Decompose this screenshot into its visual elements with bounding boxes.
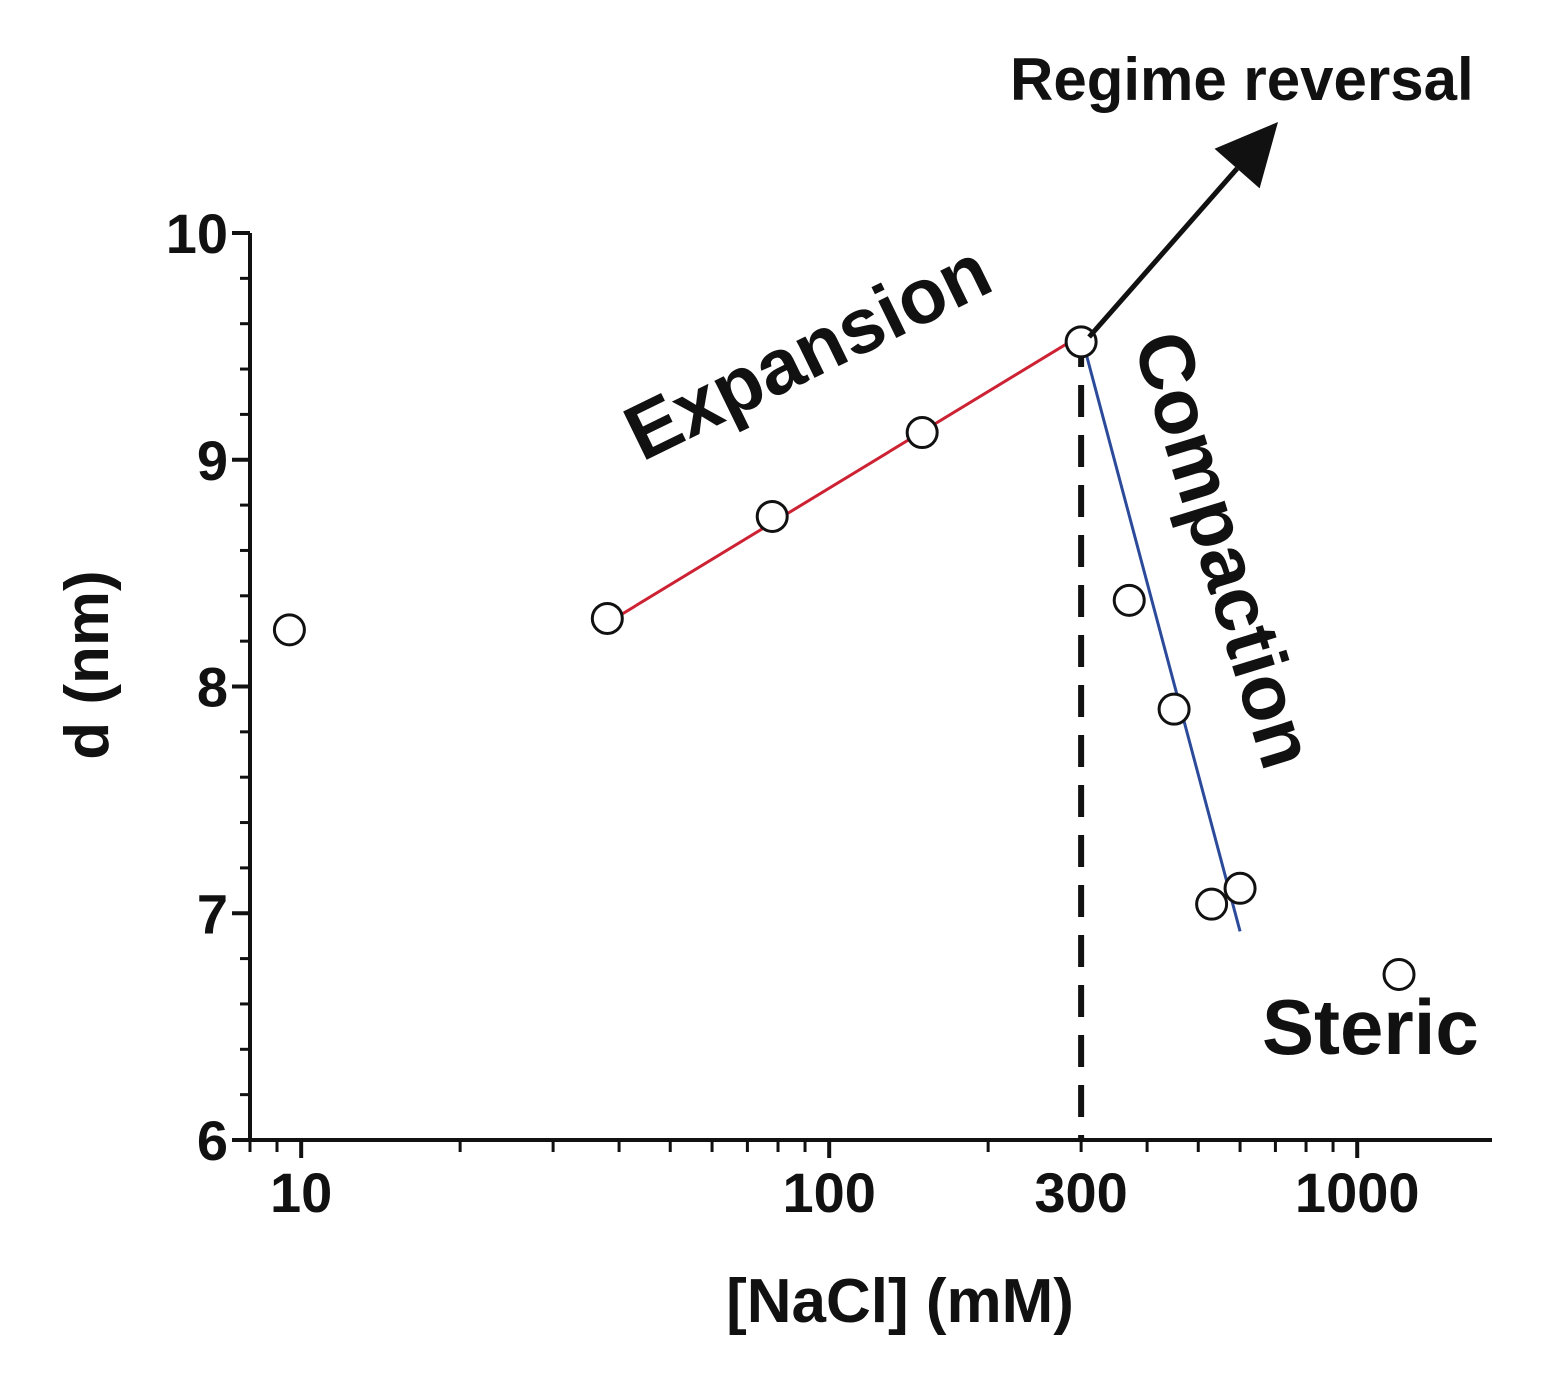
- x-tick-label: 300: [1034, 1161, 1127, 1224]
- data-points: [272, 325, 1416, 991]
- data-point: [590, 601, 624, 635]
- tick-labels: 6 7 8 9 10 10 100 300 1000: [166, 202, 1420, 1224]
- fit-lines: [606, 333, 1242, 932]
- x-axis-title: [NaCl] (mM): [726, 1267, 1074, 1336]
- data-point: [1223, 871, 1257, 905]
- y-tick-label: 7: [197, 882, 228, 945]
- expansion-label: Expansion: [611, 225, 1004, 477]
- regime-reversal-arrow-head: [1214, 122, 1278, 189]
- regime-reversal-arrow-group: [1087, 122, 1278, 339]
- data-point: [755, 499, 789, 533]
- y-tick-label: 8: [197, 656, 228, 719]
- x-tick-label: 1000: [1295, 1161, 1420, 1224]
- compaction-fit-line: [1079, 334, 1242, 932]
- data-point: [1195, 887, 1229, 921]
- x-tick-label: 100: [782, 1161, 875, 1224]
- data-point: [272, 613, 306, 647]
- ticks: [232, 231, 1360, 1158]
- regime-reversal-arrow-shaft: [1087, 166, 1239, 339]
- y-tick-label: 6: [197, 1109, 228, 1172]
- compaction-label: Compaction: [1117, 321, 1333, 778]
- x-tick-label: 10: [270, 1161, 332, 1224]
- data-point: [905, 416, 939, 450]
- y-tick-label: 10: [166, 202, 228, 265]
- expansion-fit-line: [606, 333, 1082, 625]
- data-point: [1382, 957, 1416, 991]
- steric-label: Steric: [1262, 983, 1479, 1071]
- y-axis-title: d (nm): [53, 570, 122, 759]
- y-tick-label: 9: [197, 429, 228, 492]
- data-point: [1157, 692, 1191, 726]
- regime-reversal-label: Regime reversal: [1010, 46, 1474, 113]
- data-point: [1112, 583, 1146, 617]
